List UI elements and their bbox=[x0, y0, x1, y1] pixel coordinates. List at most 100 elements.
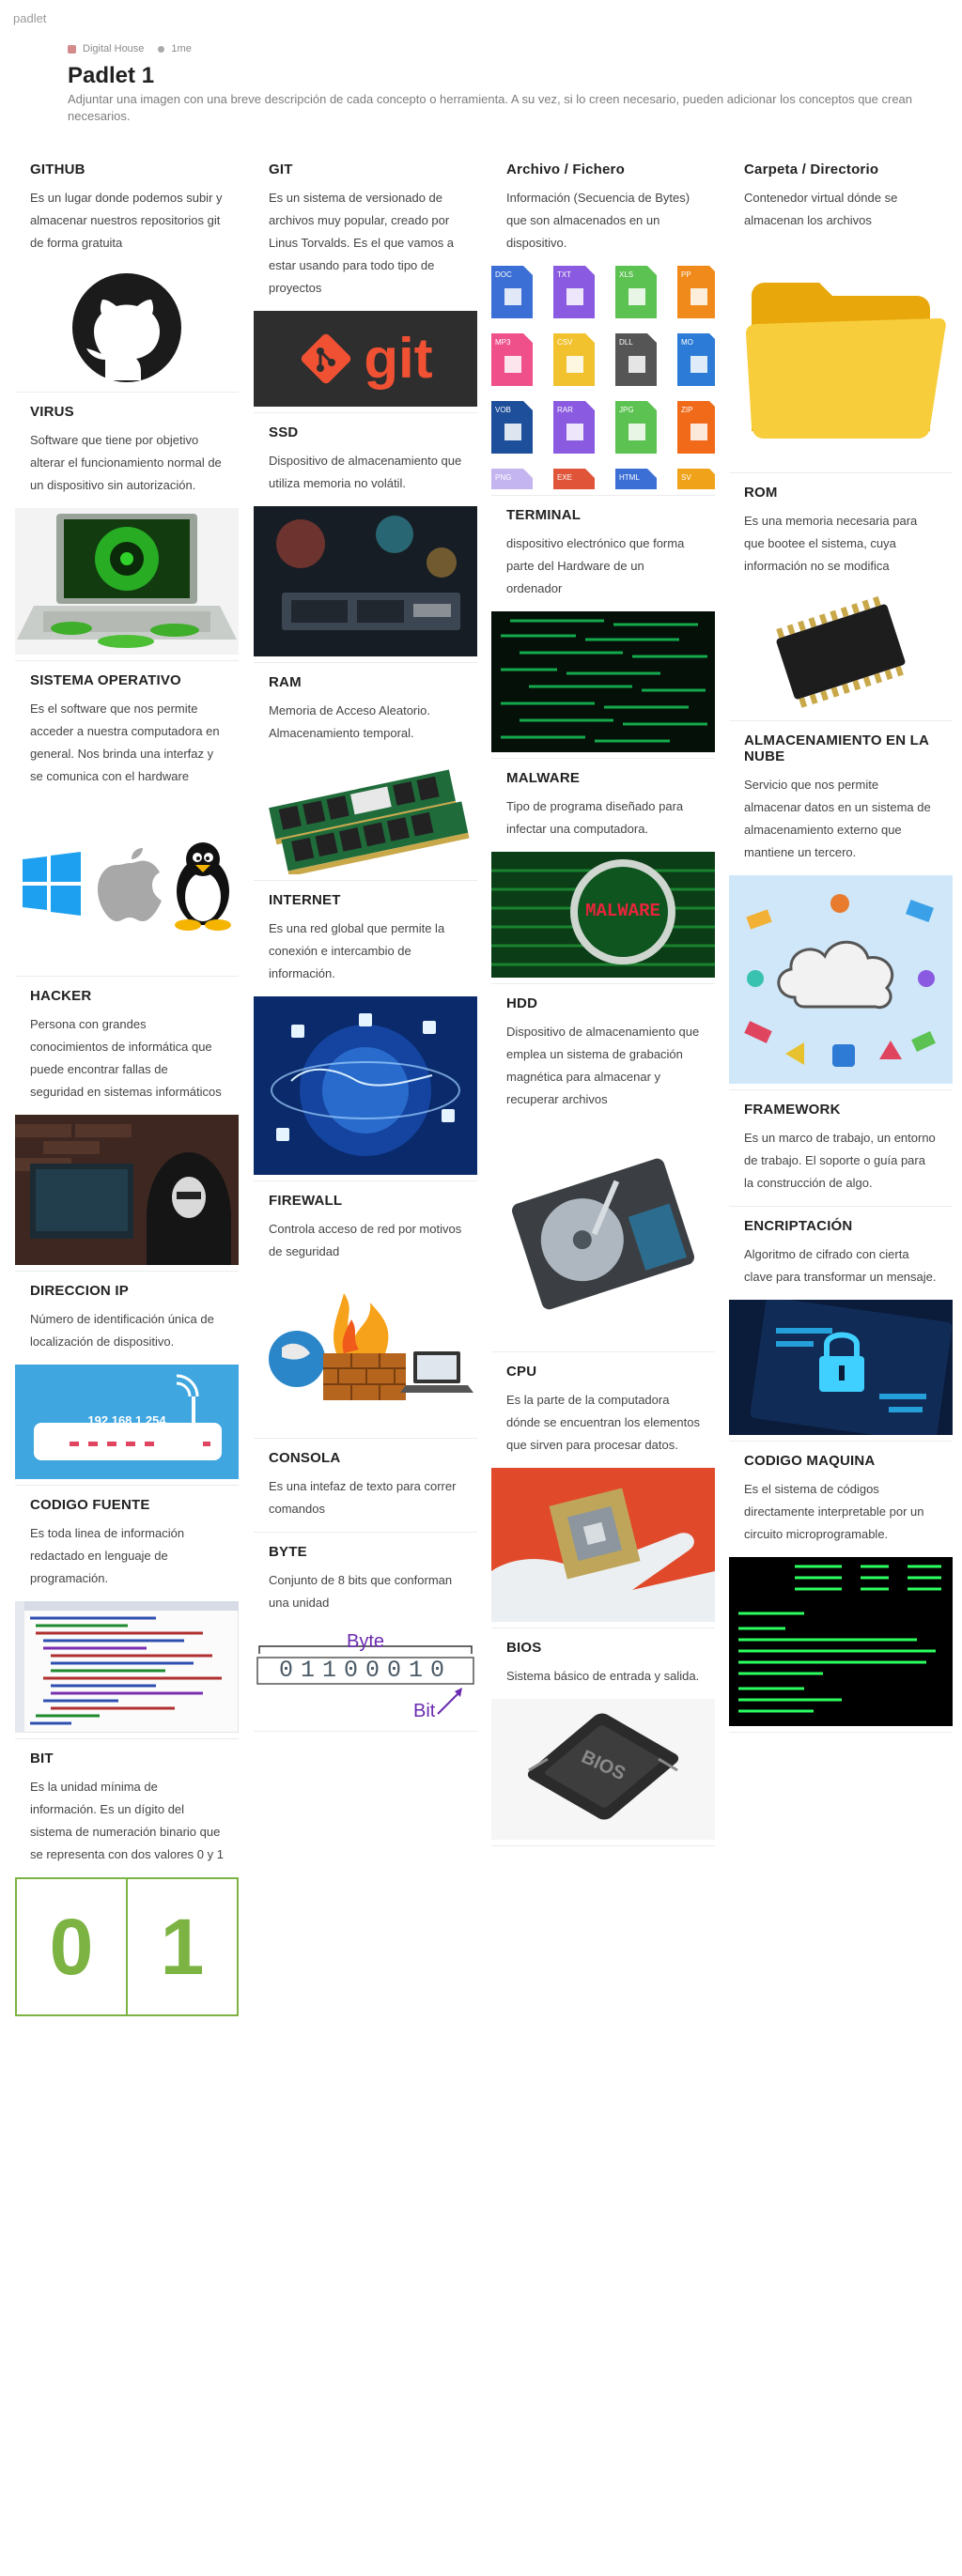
post-title: CONSOLA bbox=[269, 1450, 341, 1466]
byte-label: Byte bbox=[346, 1631, 385, 1652]
post-text: Tipo de programa diseñado para infectar … bbox=[506, 799, 684, 836]
post-card-bit[interactable]: BIT Es la unidad mínima de información. … bbox=[15, 1751, 239, 2016]
bios-chip-image: BIOS bbox=[491, 1699, 715, 1840]
post-title: TERMINAL bbox=[506, 507, 582, 523]
file-type-icon: TXT bbox=[553, 266, 595, 318]
file-type-label: EXE bbox=[557, 473, 572, 482]
post-card-malware[interactable]: MALWARE Tipo de programa diseñado para i… bbox=[491, 770, 715, 984]
post-card-hdd[interactable]: HDD Dispositivo de almacenamiento que em… bbox=[491, 995, 715, 1352]
file-type-icon: MO bbox=[677, 333, 715, 386]
git-diamond-icon bbox=[302, 333, 351, 384]
file-type-label: JPG bbox=[619, 406, 634, 414]
post-card-rom[interactable]: ROM Es una memoria necesaria para que bo… bbox=[729, 485, 953, 721]
file-type-label: MO bbox=[681, 338, 693, 347]
file-type-icon: SV bbox=[677, 469, 715, 489]
malware-magnifier-image: MALWARE bbox=[491, 852, 715, 978]
post-title: Archivo / Fichero bbox=[506, 162, 625, 177]
post-text: Información (Secuencia de Bytes) que son… bbox=[506, 191, 690, 250]
post-card-firewall[interactable]: FIREWALL Controla acceso de red por moti… bbox=[254, 1193, 477, 1439]
os-logos-image bbox=[15, 799, 239, 970]
post-card-archivo[interactable]: Archivo / Fichero Información (Secuencia… bbox=[491, 162, 715, 496]
hacker-image bbox=[15, 1115, 239, 1265]
post-card-github[interactable]: GITHUB Es un lugar donde podemos subir y… bbox=[15, 162, 239, 393]
post-card-consola[interactable]: CONSOLA Es una intefaz de texto para cor… bbox=[254, 1450, 477, 1533]
git-wordmark: git bbox=[364, 327, 433, 390]
post-card-ssd[interactable]: SSD Dispositivo de almacenamiento que ut… bbox=[254, 424, 477, 663]
post-card-byte[interactable]: BYTE Conjunto de 8 bits que conforman un… bbox=[254, 1544, 477, 1732]
post-title: BIOS bbox=[506, 1640, 542, 1656]
post-title: VIRUS bbox=[30, 404, 74, 420]
post-card-codigo-maquina[interactable]: CODIGO MAQUINA Es el sistema de códigos … bbox=[729, 1453, 953, 1733]
post-text: Es la unidad mínima de información. Es u… bbox=[30, 1780, 224, 1861]
post-card-internet[interactable]: INTERNET Es una red global que permite l… bbox=[254, 892, 477, 1181]
post-card-terminal[interactable]: TERMINAL dispositivo electrónico que for… bbox=[491, 507, 715, 759]
machine-code-image bbox=[729, 1557, 953, 1726]
post-card-codigo-fuente[interactable]: CODIGO FUENTE Es toda linea de informaci… bbox=[15, 1497, 239, 1739]
file-type-label: MP3 bbox=[495, 338, 511, 347]
file-type-icon: JPG bbox=[615, 401, 657, 454]
file-type-label: PNG bbox=[495, 473, 511, 482]
post-card-framework[interactable]: FRAMEWORK Es un marco de trabajo, un ent… bbox=[729, 1102, 953, 1207]
post-title: CODIGO MAQUINA bbox=[744, 1453, 876, 1469]
malware-text: MALWARE bbox=[585, 901, 660, 921]
file-type-icon: PNG bbox=[491, 469, 533, 489]
post-text: Es un lugar donde podemos subir y almace… bbox=[30, 191, 223, 250]
time-icon bbox=[158, 45, 165, 53]
byte-diagram-image: Byte 01100010 Bit bbox=[254, 1626, 477, 1725]
post-title: FIREWALL bbox=[269, 1193, 343, 1209]
post-card-nube[interactable]: ALMACENAMIENTO EN LA NUBE Servicio que n… bbox=[729, 733, 953, 1090]
post-title: HACKER bbox=[30, 988, 92, 1004]
git-logo-image: git bbox=[254, 311, 477, 407]
post-text: Persona con grandes conocimientos de inf… bbox=[30, 1017, 222, 1099]
folder-image bbox=[729, 243, 953, 467]
encryption-lock-image bbox=[729, 1300, 953, 1435]
post-title: DIRECCION IP bbox=[30, 1283, 129, 1299]
column-3: Archivo / Fichero Información (Secuencia… bbox=[491, 150, 715, 1850]
post-text: Es toda linea de información redactado e… bbox=[30, 1526, 185, 1585]
post-text: Es una intefaz de texto para correr coma… bbox=[269, 1479, 457, 1516]
firewall-image bbox=[254, 1274, 477, 1432]
post-text: Conjunto de 8 bits que conforman una uni… bbox=[269, 1573, 453, 1610]
post-card-cpu[interactable]: CPU Es la parte de la computadora dónde … bbox=[491, 1364, 715, 1628]
post-text: Dispositivo de almacenamiento que utiliz… bbox=[269, 454, 462, 490]
post-text: Es una memoria necesaria para que bootee… bbox=[744, 514, 918, 573]
post-card-git[interactable]: GIT Es un sistema de versionado de archi… bbox=[254, 162, 477, 413]
post-text: Es la parte de la computadora dónde se e… bbox=[506, 1393, 700, 1452]
post-title: ROM bbox=[744, 485, 778, 501]
post-title: Carpeta / Directorio bbox=[744, 162, 879, 177]
post-card-encriptacion[interactable]: ENCRIPTACIÓN Algoritmo de cifrado con ci… bbox=[729, 1218, 953, 1442]
post-card-hacker[interactable]: HACKER Persona con grandes conocimientos… bbox=[15, 988, 239, 1272]
file-type-icon: MP3 bbox=[491, 333, 533, 386]
file-type-label: TXT bbox=[557, 270, 571, 279]
rom-chip-image bbox=[729, 589, 953, 715]
file-type-label: RAR bbox=[557, 406, 573, 414]
cloud-storage-image bbox=[729, 875, 953, 1084]
post-card-ram[interactable]: RAM Memoria de Acceso Aleatorio. Almacen… bbox=[254, 674, 477, 881]
file-types-image: DOC TXT XLS PP MP3 CSV DLL MO VOB RAR JPG ZIP PNG EXE… bbox=[491, 266, 715, 489]
post-text: Es una red global que permite la conexió… bbox=[269, 921, 445, 980]
file-type-icon: HTML bbox=[615, 469, 657, 489]
bit-zero-one-image: 0 1 bbox=[15, 1877, 239, 2016]
padlet-header: Digital House 1me Padlet 1 Adjuntar una … bbox=[68, 43, 913, 125]
app-logo-text[interactable]: padlet bbox=[13, 11, 47, 25]
file-type-icon: DOC bbox=[491, 266, 533, 318]
post-text: Memoria de Acceso Aleatorio. Almacenamie… bbox=[269, 703, 430, 740]
post-card-bios[interactable]: BIOS Sistema básico de entrada y salida.… bbox=[491, 1640, 715, 1846]
file-type-label: PP bbox=[681, 270, 691, 279]
source-code-image bbox=[15, 1601, 239, 1733]
post-card-carpeta[interactable]: Carpeta / Directorio Contenedor virtual … bbox=[729, 162, 953, 473]
ram-image bbox=[254, 756, 477, 874]
post-card-direccion-ip[interactable]: DIRECCION IP Número de identificación ún… bbox=[15, 1283, 239, 1486]
bit-label: Bit bbox=[413, 1701, 436, 1721]
post-card-sistema-operativo[interactable]: SISTEMA OPERATIVO Es el software que nos… bbox=[15, 672, 239, 977]
owner-name[interactable]: Digital House bbox=[83, 43, 145, 54]
post-title: BYTE bbox=[269, 1544, 307, 1560]
post-card-virus[interactable]: VIRUS Software que tiene por objetivo al… bbox=[15, 404, 239, 661]
post-text: Dispositivo de almacenamiento que emplea… bbox=[506, 1025, 700, 1106]
post-title: GIT bbox=[269, 162, 293, 177]
bit-zero-text: 0 bbox=[17, 1879, 128, 2014]
post-title: SISTEMA OPERATIVO bbox=[30, 672, 181, 688]
github-logo-image bbox=[15, 266, 239, 386]
post-text: Es un sistema de versionado de archivos … bbox=[269, 191, 455, 295]
file-type-icon: XLS bbox=[615, 266, 657, 318]
